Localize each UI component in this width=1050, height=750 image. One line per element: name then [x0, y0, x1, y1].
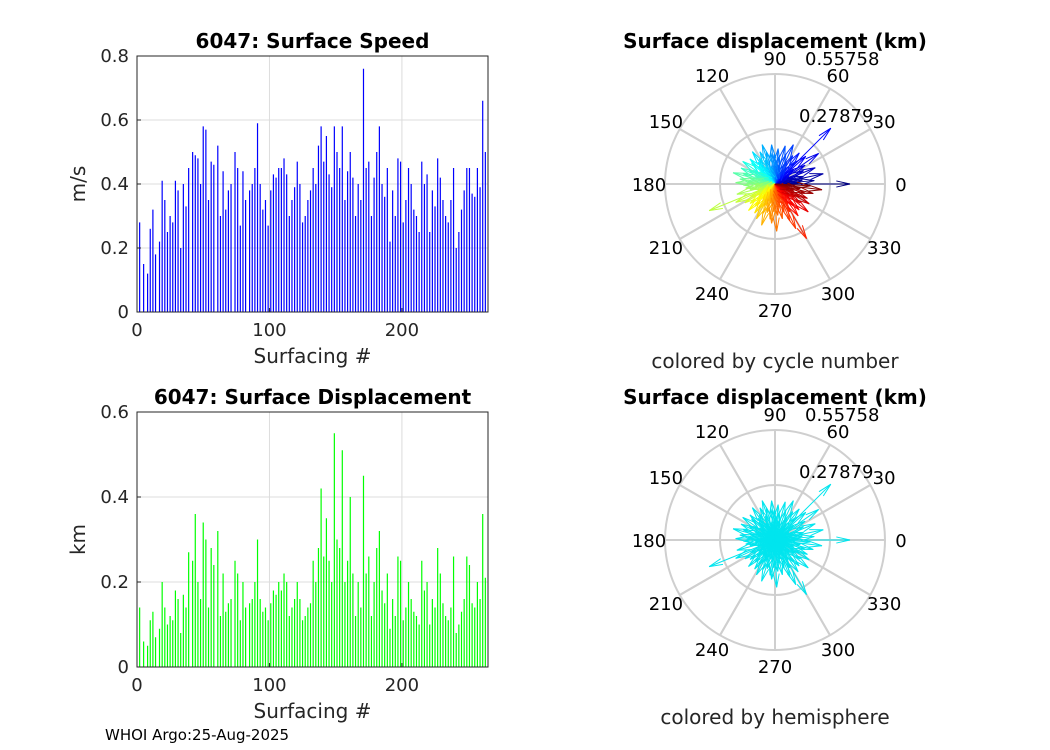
- polar-angle-label: 210: [649, 594, 683, 615]
- polar-angle-label: 90: [764, 49, 787, 70]
- x-tick-label: 200: [385, 320, 419, 341]
- y-tick-label: 0.8: [100, 46, 129, 67]
- polar-radius-label: 0.27879: [799, 106, 873, 127]
- polar-angle-label: 90: [764, 405, 787, 426]
- y-tick-label: 0.4: [100, 487, 129, 508]
- polar-angle-label: 120: [695, 422, 729, 443]
- x-axis-label: Surfacing #: [254, 344, 372, 368]
- polar-displacement-by-cycle: 0 30 60 90 120 150 180 210 240 270 300 330 0.27879 0.…: [623, 29, 927, 373]
- displacement-arrow: [774, 483, 832, 541]
- axes-box: [136, 411, 489, 668]
- y-tick-label: 0.6: [100, 402, 129, 423]
- x-tick-label: 0: [131, 675, 142, 696]
- y-tick-label: 0.6: [100, 110, 129, 131]
- polar-angle-label: 120: [695, 66, 729, 87]
- y-tick-label: 0.2: [100, 572, 129, 593]
- displacement-arrow: [774, 181, 811, 189]
- polar-angle-label: 150: [649, 112, 683, 133]
- polar-angle-label: 300: [821, 284, 855, 305]
- polar-angle-label: 0: [895, 175, 906, 196]
- polar-angle-label: 0: [895, 531, 906, 552]
- displacement-arrow: [774, 183, 808, 240]
- y-tick-label: 0.2: [100, 238, 129, 259]
- polar-radius-label: 0.27879: [799, 462, 873, 483]
- polar-angle-label: 30: [873, 468, 896, 489]
- y-tick-label: 0: [118, 302, 129, 323]
- polar-angle-label: 60: [827, 66, 850, 87]
- x-axis-label: Surfacing #: [254, 699, 372, 723]
- polar-angle-label: 240: [695, 284, 729, 305]
- polar-radius-label: 0.55758: [805, 405, 879, 426]
- polar-angle-label: 270: [758, 657, 792, 678]
- surface-speed-chart: 0 100 200 0 0.2 0.4 0.6 0.8 6047: Surface Speed S…: [66, 29, 489, 368]
- displacement-arrow: [774, 127, 832, 185]
- polar-subtitle: colored by cycle number: [651, 349, 899, 373]
- polar-subtitle: colored by hemisphere: [660, 705, 889, 729]
- x-tick-label: 0: [131, 320, 142, 341]
- y-axis-label: m/s: [66, 166, 90, 203]
- surface-displacement-chart: 0 100 200 0 0.2 0.4 0.6 6047: Surface Displacem…: [66, 385, 489, 723]
- displacement-arrow: [774, 537, 811, 545]
- x-tick-label: 100: [252, 320, 286, 341]
- polar-angle-label: 240: [695, 640, 729, 661]
- y-axis-label: km: [66, 524, 90, 555]
- polar-angle-label: 300: [821, 640, 855, 661]
- displacement-arrow: [775, 536, 851, 544]
- y-tick-label: 0: [118, 657, 129, 678]
- polar-angle-label: 330: [867, 594, 901, 615]
- x-tick-label: 100: [252, 675, 286, 696]
- chart-title: 6047: Surface Speed: [196, 29, 430, 53]
- displacement-arrow: [774, 539, 808, 596]
- polar-radius-label: 0.55758: [805, 49, 879, 70]
- displacement-arrow: [775, 180, 851, 188]
- polar-angle-label: 30: [873, 112, 896, 133]
- polar-displacement-by-hemisphere: 0 30 60 90 120 150 180 210 240 270 300 330 0.27879 0.…: [623, 385, 927, 729]
- displacement-arrow: [774, 539, 823, 548]
- polar-angle-label: 270: [758, 301, 792, 322]
- polar-angle-label: 210: [649, 238, 683, 259]
- polar-angle-label: 150: [649, 468, 683, 489]
- polar-angle-label: 180: [632, 531, 666, 552]
- polar-angle-label: 180: [632, 175, 666, 196]
- polar-angle-label: 60: [827, 422, 850, 443]
- displacement-arrow: [774, 183, 823, 192]
- polar-title: Surface displacement (km): [623, 29, 927, 53]
- polar-angle-label: 330: [867, 238, 901, 259]
- x-tick-label: 200: [385, 675, 419, 696]
- y-tick-label: 0.4: [100, 174, 129, 195]
- chart-title: 6047: Surface Displacement: [154, 385, 472, 409]
- footer-stamp: WHOI Argo:25-Aug-2025: [105, 726, 290, 744]
- polar-title: Surface displacement (km): [623, 385, 927, 409]
